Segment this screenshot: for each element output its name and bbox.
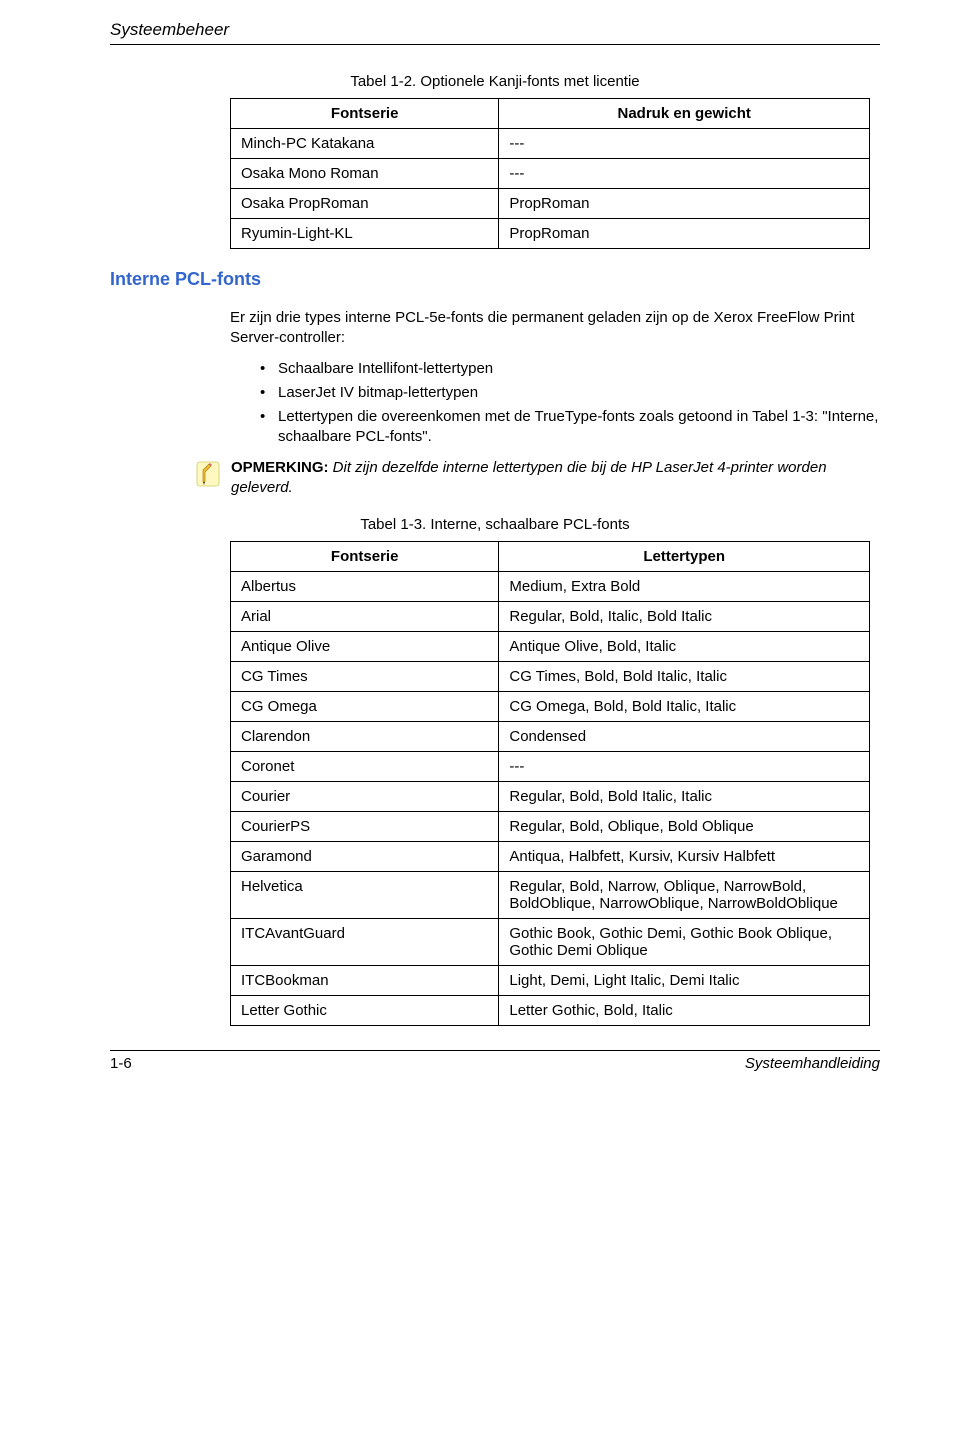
table-cell: Antique Olive, Bold, Italic <box>499 632 870 662</box>
table-cell: Albertus <box>231 572 499 602</box>
note-label: OPMERKING: <box>231 459 329 476</box>
table-cell: Clarendon <box>231 722 499 752</box>
table-row: ClarendonCondensed <box>231 722 870 752</box>
table-cell: CG Times, Bold, Bold Italic, Italic <box>499 662 870 692</box>
table1: Fontserie Nadruk en gewicht Minch-PC Kat… <box>230 98 870 249</box>
pencil-note-icon <box>195 458 221 488</box>
table-cell: Courier <box>231 782 499 812</box>
list-item: LaserJet IV bitmap-lettertypen <box>260 383 880 403</box>
table-row: CG OmegaCG Omega, Bold, Bold Italic, Ita… <box>231 692 870 722</box>
table-cell: CG Omega, Bold, Bold Italic, Italic <box>499 692 870 722</box>
table-row: ITCBookmanLight, Demi, Light Italic, Dem… <box>231 966 870 996</box>
table-cell: Medium, Extra Bold <box>499 572 870 602</box>
table2-header-col1: Fontserie <box>231 542 499 572</box>
intro-text: Er zijn drie types interne PCL-5e-fonts … <box>230 308 880 349</box>
table-cell: CG Times <box>231 662 499 692</box>
list-item: Lettertypen die overeenkomen met de True… <box>260 407 880 448</box>
table-row: GaramondAntiqua, Halbfett, Kursiv, Kursi… <box>231 842 870 872</box>
table-cell: CG Omega <box>231 692 499 722</box>
table-row: Osaka PropRomanPropRoman <box>231 189 870 219</box>
table-row: AlbertusMedium, Extra Bold <box>231 572 870 602</box>
table-cell: Gothic Book, Gothic Demi, Gothic Book Ob… <box>499 919 870 966</box>
table-row: Antique OliveAntique Olive, Bold, Italic <box>231 632 870 662</box>
table-cell: Letter Gothic, Bold, Italic <box>499 996 870 1026</box>
table-row: CG TimesCG Times, Bold, Bold Italic, Ita… <box>231 662 870 692</box>
table2: Fontserie Lettertypen AlbertusMedium, Ex… <box>230 541 870 1026</box>
table-cell: Regular, Bold, Italic, Bold Italic <box>499 602 870 632</box>
note-row: OPMERKING: Dit zijn dezelfde interne let… <box>195 458 880 499</box>
footer-right: Systeemhandleiding <box>745 1055 880 1072</box>
table-row: Letter GothicLetter Gothic, Bold, Italic <box>231 996 870 1026</box>
table1-header-col1: Fontserie <box>231 99 499 129</box>
table-row: Coronet--- <box>231 752 870 782</box>
page-header: Systeembeheer <box>110 20 880 40</box>
table-cell: Regular, Bold, Narrow, Oblique, NarrowBo… <box>499 872 870 919</box>
table-cell: Osaka Mono Roman <box>231 159 499 189</box>
table-row: Minch-PC Katakana--- <box>231 129 870 159</box>
table-cell: --- <box>499 129 870 159</box>
table-row: ITCAvantGuardGothic Book, Gothic Demi, G… <box>231 919 870 966</box>
table-cell: --- <box>499 159 870 189</box>
table-cell: Minch-PC Katakana <box>231 129 499 159</box>
table-row: ArialRegular, Bold, Italic, Bold Italic <box>231 602 870 632</box>
table2-caption: Tabel 1-3. Interne, schaalbare PCL-fonts <box>110 516 880 533</box>
table-cell: Letter Gothic <box>231 996 499 1026</box>
table-cell: Coronet <box>231 752 499 782</box>
table-cell: CourierPS <box>231 812 499 842</box>
table-cell: Regular, Bold, Oblique, Bold Oblique <box>499 812 870 842</box>
table-cell: Light, Demi, Light Italic, Demi Italic <box>499 966 870 996</box>
table-row: Ryumin-Light-KLPropRoman <box>231 219 870 249</box>
table-cell: ITCBookman <box>231 966 499 996</box>
table-cell: Garamond <box>231 842 499 872</box>
table-cell: --- <box>499 752 870 782</box>
list-item: Schaalbare Intellifont-lettertypen <box>260 359 880 379</box>
table-cell: Arial <box>231 602 499 632</box>
table-cell: ITCAvantGuard <box>231 919 499 966</box>
table1-header-col2: Nadruk en gewicht <box>499 99 870 129</box>
table-cell: Antiqua, Halbfett, Kursiv, Kursiv Halbfe… <box>499 842 870 872</box>
note-text: OPMERKING: Dit zijn dezelfde interne let… <box>231 458 880 499</box>
footer-rule <box>110 1050 880 1051</box>
table-cell: Ryumin-Light-KL <box>231 219 499 249</box>
table-cell: Condensed <box>499 722 870 752</box>
table-cell: Regular, Bold, Bold Italic, Italic <box>499 782 870 812</box>
table-row: Osaka Mono Roman--- <box>231 159 870 189</box>
footer-left: 1-6 <box>110 1055 132 1072</box>
table-cell: Helvetica <box>231 872 499 919</box>
table-row: CourierPSRegular, Bold, Oblique, Bold Ob… <box>231 812 870 842</box>
table-row: HelveticaRegular, Bold, Narrow, Oblique,… <box>231 872 870 919</box>
page-footer: 1-6 Systeemhandleiding <box>110 1055 880 1072</box>
table-cell: PropRoman <box>499 219 870 249</box>
section-heading: Interne PCL-fonts <box>110 269 880 290</box>
table-cell: PropRoman <box>499 189 870 219</box>
table2-header-col2: Lettertypen <box>499 542 870 572</box>
bullet-list: Schaalbare Intellifont-lettertypen LaserJ… <box>260 359 880 448</box>
header-rule <box>110 44 880 45</box>
table-row: CourierRegular, Bold, Bold Italic, Itali… <box>231 782 870 812</box>
table-cell: Osaka PropRoman <box>231 189 499 219</box>
table-cell: Antique Olive <box>231 632 499 662</box>
table1-caption: Tabel 1-2. Optionele Kanji-fonts met lic… <box>110 73 880 90</box>
